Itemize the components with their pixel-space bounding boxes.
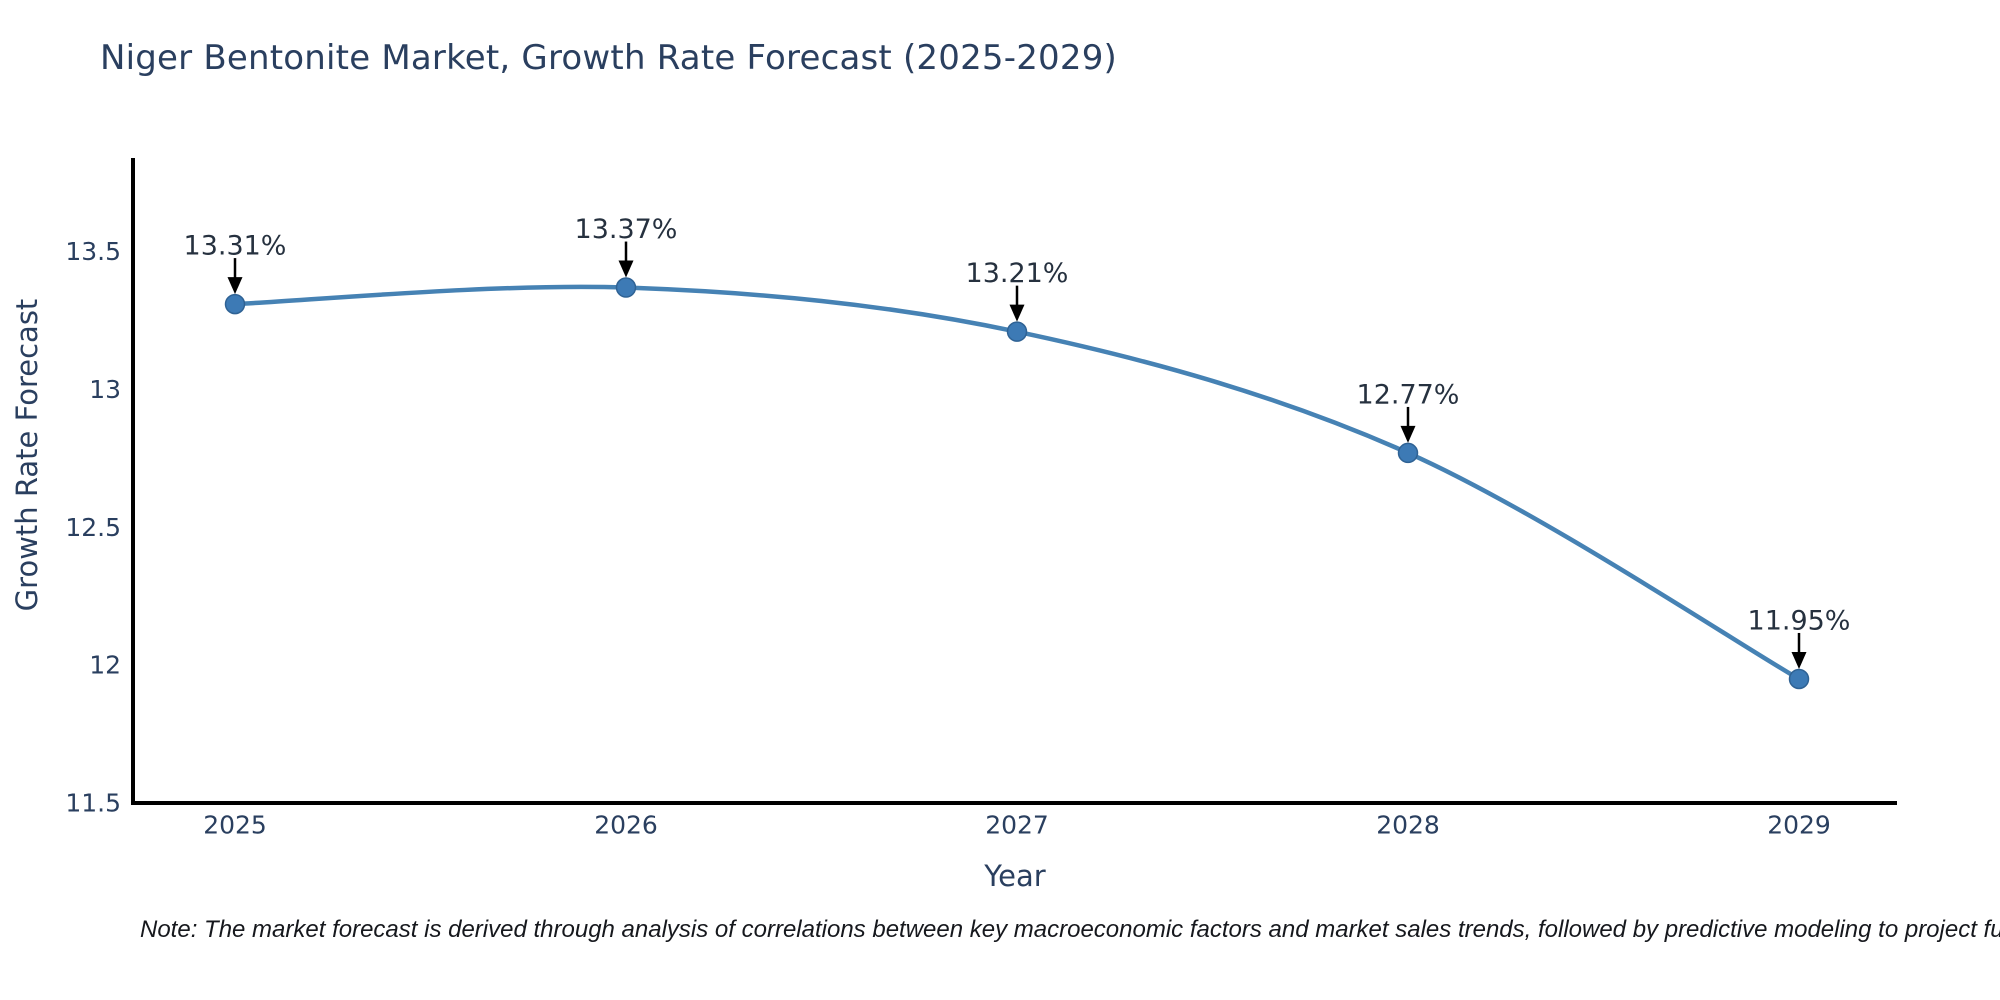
y-tick-label: 13.5	[65, 237, 121, 266]
x-tick-label: 2026	[594, 811, 658, 840]
annotation-arrow-head	[1400, 425, 1416, 443]
annotation-arrow-head	[1791, 651, 1807, 669]
data-point-label: 12.77%	[1357, 379, 1460, 410]
data-point-marker	[1788, 668, 1810, 690]
data-point-label: 13.21%	[966, 258, 1069, 289]
x-tick-label: 2027	[985, 811, 1049, 840]
y-tick-label: 11.5	[65, 789, 121, 818]
data-point-marker	[224, 293, 246, 315]
data-point-label: 13.31%	[184, 231, 287, 262]
x-tick-label: 2029	[1767, 811, 1831, 840]
y-tick-label: 13	[89, 375, 121, 404]
chart-title: Niger Bentonite Market, Growth Rate Fore…	[100, 38, 1118, 78]
x-axis-title: Year	[984, 859, 1046, 893]
x-tick-label: 2025	[203, 811, 267, 840]
y-tick-label: 12	[89, 651, 121, 680]
footnote: Note: The market forecast is derived thr…	[140, 916, 2000, 943]
annotation-arrow-head	[618, 260, 634, 278]
data-point-marker	[615, 277, 637, 298]
data-point-marker	[1006, 321, 1028, 342]
annotation-arrow-head	[1009, 304, 1025, 322]
data-point-marker	[1397, 442, 1419, 464]
forecast-line	[232, 284, 1802, 682]
x-tick-label: 2028	[1376, 811, 1440, 840]
data-point-label: 11.95%	[1748, 605, 1851, 636]
annotation-arrow-head	[227, 277, 243, 295]
y-tick-label: 12.5	[65, 513, 121, 542]
data-point-label: 13.37%	[575, 214, 678, 245]
